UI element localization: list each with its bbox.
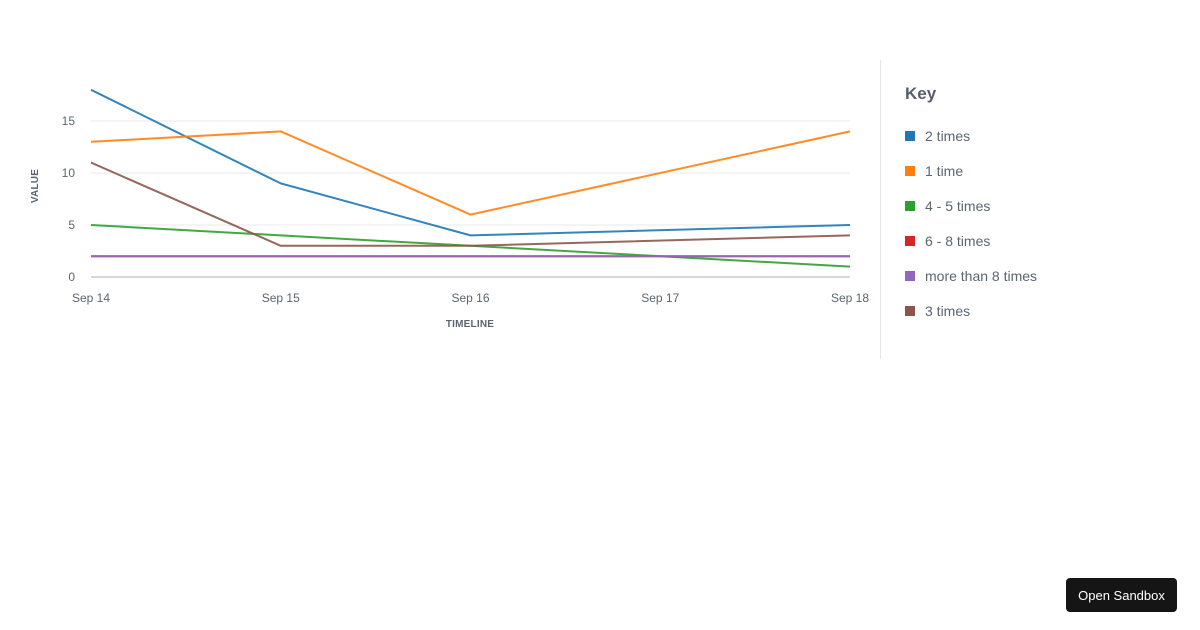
legend-divider (880, 60, 881, 359)
legend-item-2-times[interactable]: 2 times (905, 118, 1037, 153)
legend: Key 2 times 1 time 4 - 5 times 6 - 8 tim… (905, 84, 1037, 328)
legend-label: 6 - 8 times (925, 232, 991, 249)
series-line-3-times[interactable] (90, 161, 851, 247)
line-chart: 0 5 10 15 Sep 14 Sep 15 Sep 16 Sep 17 Sep 18 TIME… (0, 0, 880, 360)
x-tick-label: Sep 14 (72, 291, 110, 305)
y-tick-label: 5 (68, 218, 75, 232)
x-axis-title: TIMELINE (446, 319, 494, 330)
legend-label: 2 times (925, 127, 971, 144)
legend-swatch-icon (905, 305, 915, 316)
y-axis-title: VALUE (30, 169, 41, 203)
open-sandbox-button[interactable]: Open Sandbox (1066, 578, 1177, 612)
x-tick-label: Sep 15 (262, 291, 300, 305)
legend-item-6-8-times[interactable]: 6 - 8 times (905, 223, 1037, 258)
legend-swatch-icon (905, 235, 915, 246)
legend-label: 1 time (925, 162, 964, 179)
x-tick-label: Sep 16 (451, 291, 489, 305)
series-line-1-time[interactable] (90, 130, 851, 216)
legend-label: 4 - 5 times (925, 197, 991, 214)
y-tick-label: 0 (68, 270, 75, 284)
legend-item-3-times[interactable]: 3 times (905, 293, 1037, 328)
legend-title: Key (905, 84, 937, 103)
legend-swatch-icon (905, 200, 915, 211)
legend-swatch-icon (905, 130, 915, 141)
x-tick-label: Sep 17 (641, 291, 679, 305)
y-tick-label: 10 (62, 166, 76, 180)
y-tick-label: 15 (62, 114, 76, 128)
legend-item-4-5-times[interactable]: 4 - 5 times (905, 188, 1037, 223)
legend-label: more than 8 times (925, 267, 1038, 284)
legend-label: 3 times (925, 302, 971, 319)
legend-swatch-icon (905, 270, 915, 281)
legend-item-more-than-8-times[interactable]: more than 8 times (905, 258, 1037, 293)
legend-item-1-time[interactable]: 1 time (905, 153, 1037, 188)
legend-swatch-icon (905, 165, 915, 176)
x-tick-label: Sep 18 (831, 291, 869, 305)
chart-plot-area: 0 5 10 15 Sep 14 Sep 15 Sep 16 Sep 17 Sep 18 TIME… (30, 88, 869, 330)
